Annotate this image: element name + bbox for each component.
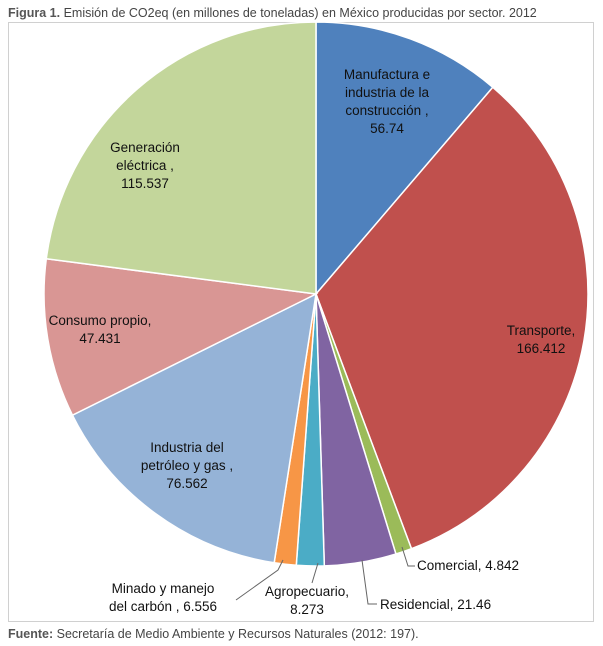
leader-line-5	[311, 562, 319, 584]
pie-slice-9	[45, 21, 317, 295]
pie-slice-8	[43, 257, 319, 417]
slice-label-7: Industria del petróleo y gas , 76.562	[141, 440, 233, 491]
figure-caption-text: Emisión de CO2eq (en millones de tonelad…	[63, 6, 537, 20]
source-note: Fuente: Secretaría de Medio Ambiente y R…	[8, 627, 419, 641]
source-text: Secretaría de Medio Ambiente y Recursos …	[56, 627, 419, 641]
leader-line-3	[401, 546, 415, 567]
leader-line-6	[235, 559, 284, 601]
slice-label-9: Generación eléctrica , 115.537	[110, 140, 180, 191]
figure-caption: Figura 1. Emisión de CO2eq (en millones …	[8, 6, 537, 20]
slice-label-3: Comercial, 4.842	[417, 558, 519, 573]
slice-label-1: Manufactura e industria de la construcción…	[344, 67, 430, 136]
slice-label-8: Consumo propio, 47.431	[49, 313, 152, 346]
slice-label-5: Agropecuario, 8.273	[265, 584, 349, 617]
slice-label-4: Residencial, 21.46	[380, 597, 491, 612]
slice-label-2: Transporte, 166.412	[507, 323, 576, 356]
pie-slice-1	[315, 21, 494, 297]
pie-slice-7	[71, 292, 317, 564]
figure-caption-label: Figura 1.	[8, 6, 61, 20]
leader-line-4	[361, 559, 377, 605]
pie-slice-2	[315, 86, 589, 550]
slice-label-6: Minado y manejo del carbón , 6.556	[109, 581, 217, 614]
source-label: Fuente:	[8, 627, 54, 641]
